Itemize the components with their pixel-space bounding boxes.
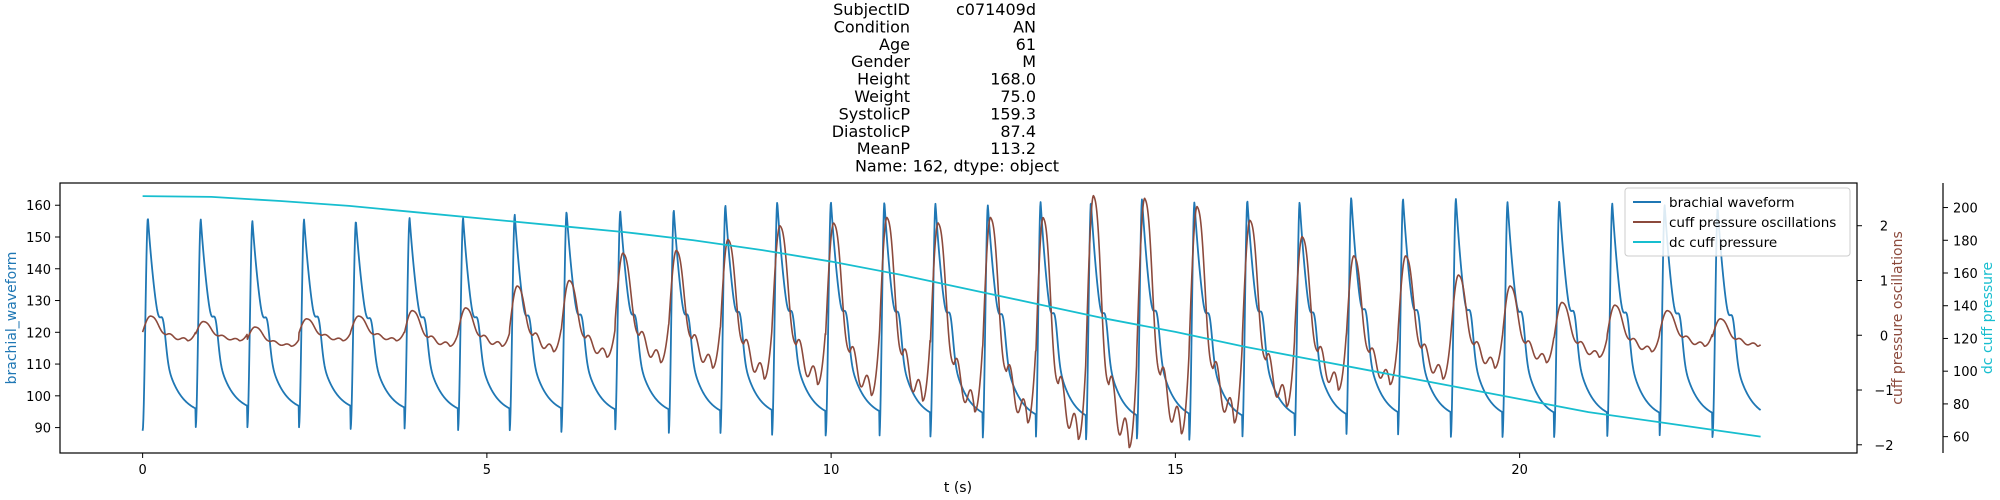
title-field-value: 159.3	[990, 104, 1036, 123]
y-left-tick-label: 150	[26, 231, 51, 246]
title-field-key: Weight	[854, 87, 910, 106]
y-left-tick-label: 140	[26, 263, 51, 278]
y-axis-left: 90 100 110 120 130 140 150 160	[26, 199, 60, 437]
y-right2-tick-label: 100	[1953, 365, 1978, 380]
title-field-key: Gender	[851, 52, 910, 71]
series-brachial-waveform-line	[141, 197, 1762, 441]
x-tick-label: 5	[483, 463, 491, 478]
title-field-value: c071409d	[956, 0, 1036, 19]
legend-label: brachial waveform	[1669, 195, 1795, 211]
y-right1-tick-label: 1	[1880, 274, 1888, 289]
y-right2-tick-label: 120	[1953, 332, 1978, 347]
y-right2-tick-label: 160	[1953, 267, 1978, 282]
x-tick-label: 0	[138, 463, 146, 478]
title-field-value: 61	[1016, 35, 1036, 54]
y-right2-tick-label: 200	[1953, 202, 1978, 217]
legend-label: cuff pressure oscillations	[1669, 215, 1836, 231]
y-axis-right-dc-cuff: 60 80 100 120 140 160 180 200	[1942, 183, 1978, 453]
y-right1-tick-label: −1	[1874, 384, 1893, 399]
y-right2-tick-label: 140	[1953, 300, 1978, 315]
series-layer	[141, 194, 1762, 449]
legend-label: dc cuff pressure	[1669, 235, 1777, 251]
title-field-value: AN	[1013, 17, 1036, 36]
x-tick-label: 20	[1511, 463, 1528, 478]
series-dc-cuff-pressure-line	[142, 195, 1761, 438]
title-field-key: MeanP	[857, 139, 911, 158]
y-axis-right-cuff-osc: −2 −1 0 1 2	[1857, 220, 1894, 454]
title-field-value: 168.0	[990, 70, 1036, 89]
legend-box	[1624, 187, 1851, 257]
series-cuff-oscillations-line	[141, 194, 1762, 449]
title-field-key: DiastolicP	[832, 122, 911, 141]
y-right1-tick-label: 0	[1880, 329, 1888, 344]
title-field-value: 75.0	[1000, 87, 1036, 106]
title-field-key: Age	[879, 35, 910, 54]
legend: brachial waveform cuff pressure oscillati…	[1624, 187, 1851, 257]
title-field-key: Condition	[834, 17, 910, 36]
plot-frame	[59, 182, 1858, 454]
y-right1-tick-label: 2	[1880, 220, 1888, 235]
y-right1-tick-label: −2	[1874, 439, 1893, 454]
y-right2-tick-label: 60	[1953, 431, 1970, 446]
x-axis: 0 5 10 15 20	[138, 453, 1528, 478]
y-left-tick-label: 110	[26, 358, 51, 373]
y-right2-tick-label: 80	[1953, 398, 1970, 413]
y-left-tick-label: 90	[34, 422, 51, 437]
y-left-tick-label: 160	[26, 199, 51, 214]
title-field-value: 113.2	[990, 139, 1036, 158]
y-left-tick-label: 100	[26, 390, 51, 405]
y-left-tick-label: 120	[26, 326, 51, 341]
x-axis-label: t (s)	[944, 480, 972, 496]
title-field-key: SubjectID	[833, 0, 910, 19]
title-footer: Name: 162, dtype: object	[855, 157, 1059, 176]
y-axis-right2-label: dc cuff pressure	[1980, 262, 1996, 374]
title-field-value: 87.4	[1000, 122, 1036, 141]
y-right2-tick-label: 180	[1953, 234, 1978, 249]
title-field-value: M	[1022, 52, 1036, 71]
title-field-key: Height	[857, 70, 910, 89]
y-axis-right1-label: cuff pressure oscillations	[1890, 231, 1906, 405]
chart-title: SubjectID c071409d Condition AN Age 61 Gender M…	[832, 0, 1059, 176]
x-tick-label: 10	[823, 463, 840, 478]
title-field-key: SystolicP	[839, 104, 911, 123]
x-tick-label: 15	[1167, 463, 1184, 478]
y-left-tick-label: 130	[26, 295, 51, 310]
y-axis-left-label: brachial_waveform	[4, 252, 20, 385]
